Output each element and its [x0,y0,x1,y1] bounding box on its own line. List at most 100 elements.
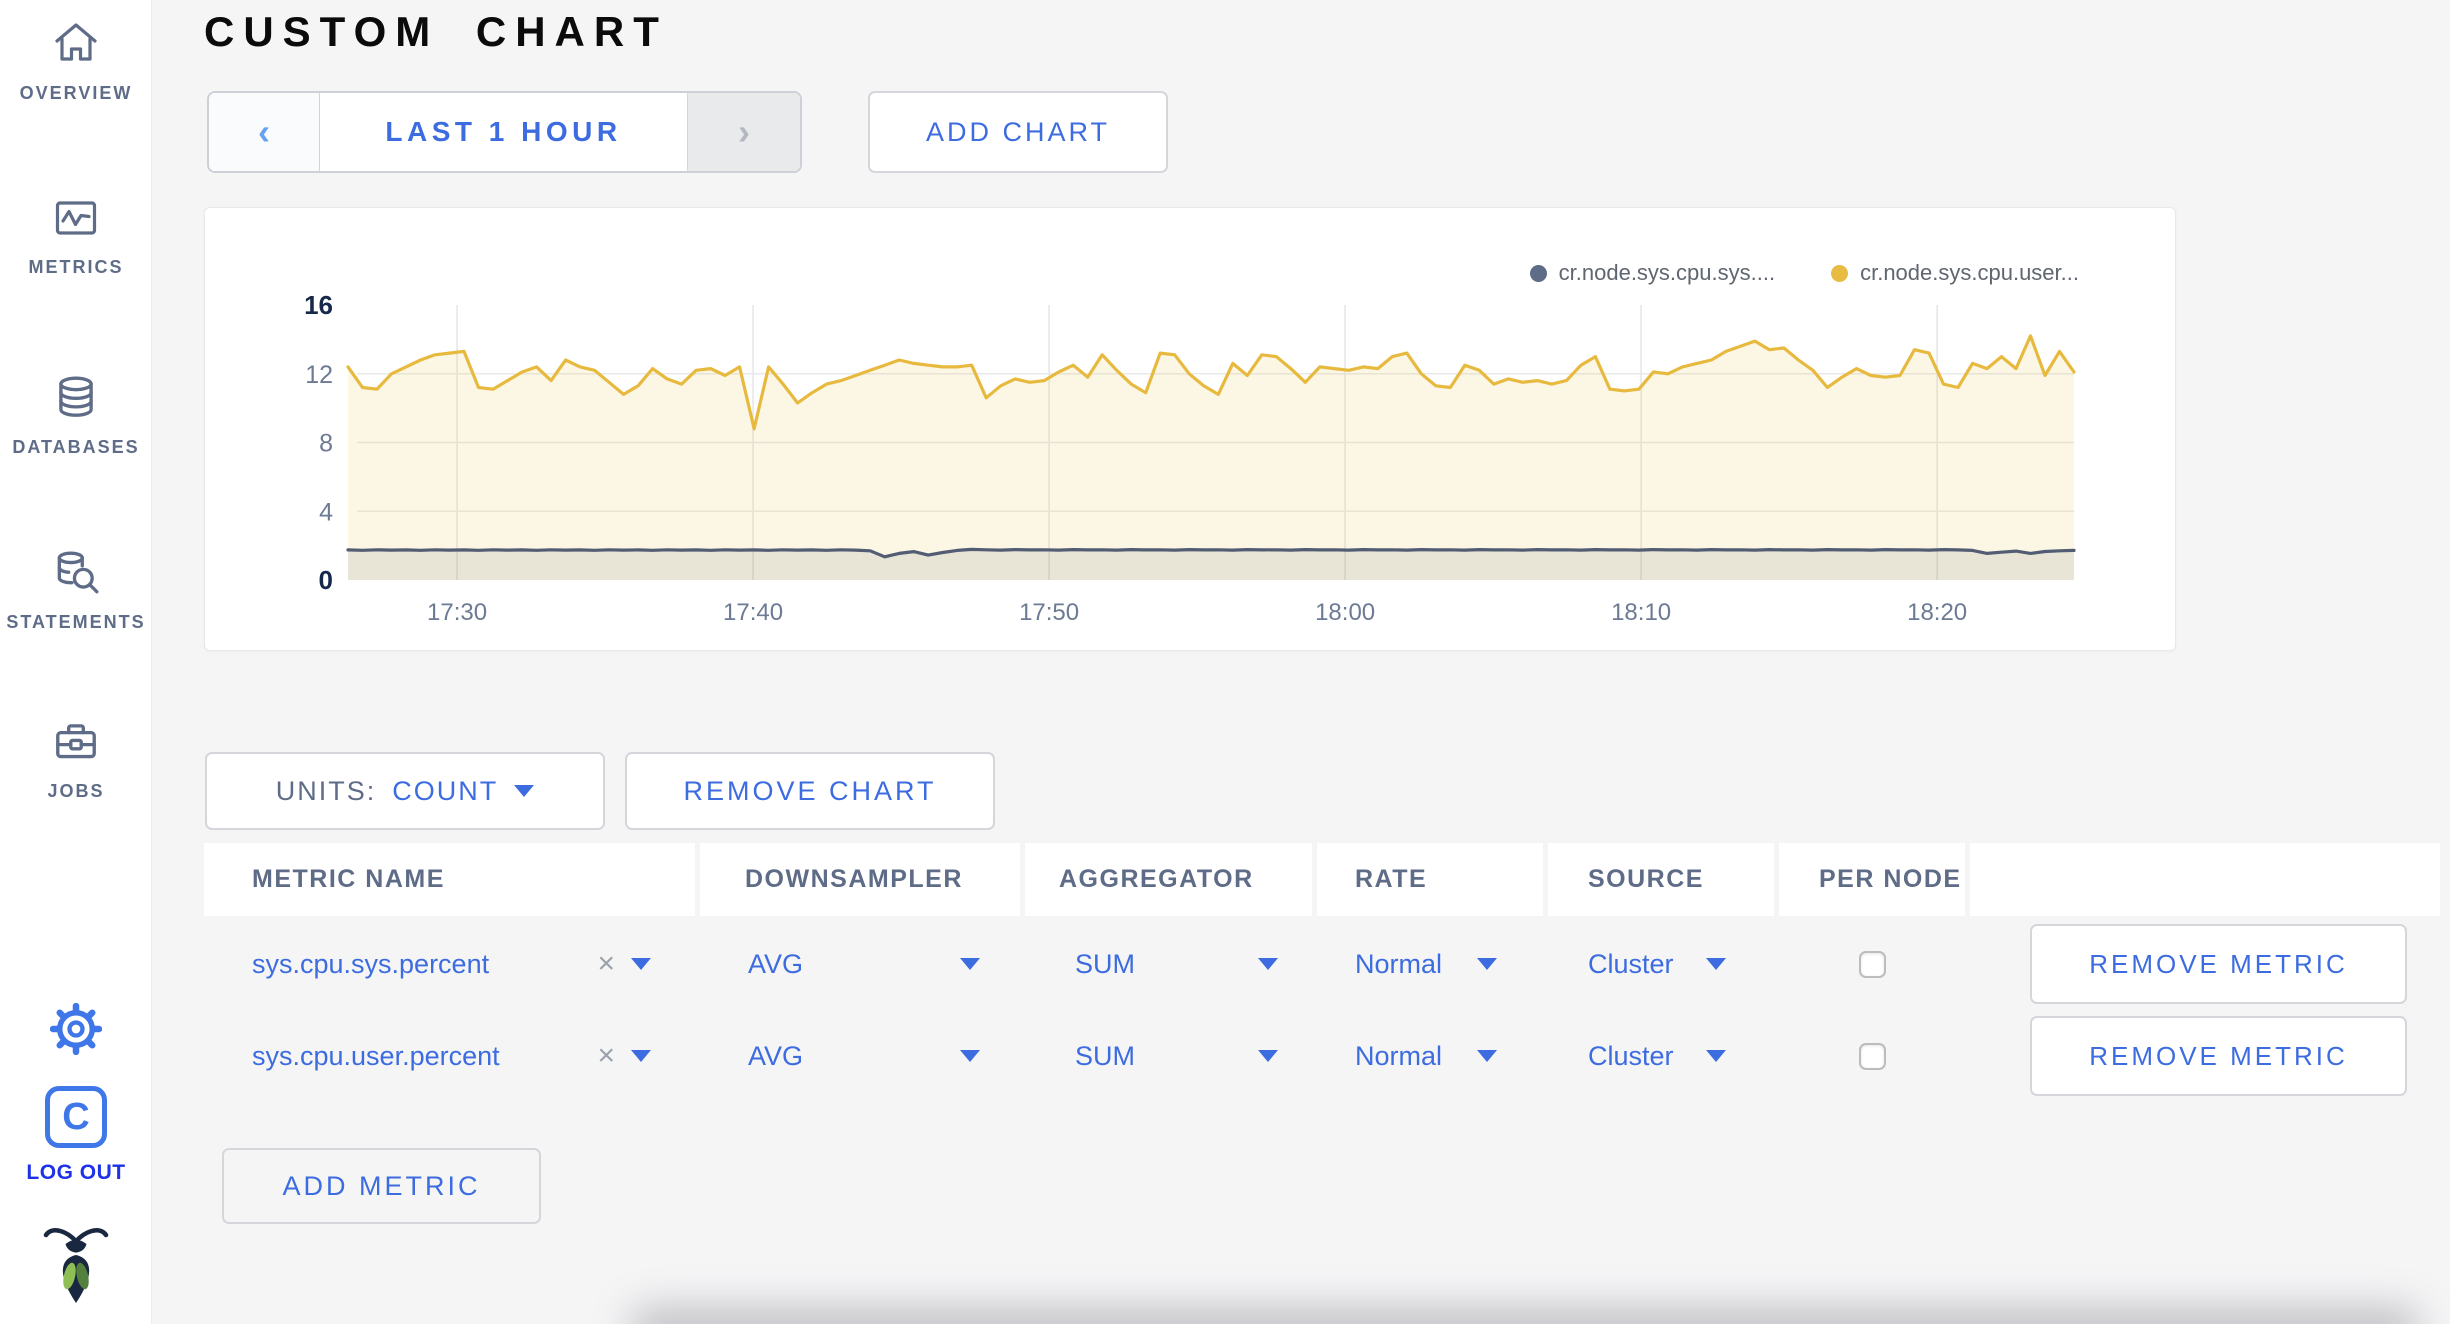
downsampler-dropdown[interactable]: AVG [700,1012,1020,1100]
header-metric-name: METRIC NAME [204,843,695,916]
add-chart-button[interactable]: ADD CHART [868,91,1168,173]
svg-text:8: 8 [319,430,333,458]
chevron-down-icon [514,785,535,797]
source-value: Cluster [1588,1040,1674,1071]
sidebar-item-databases[interactable]: DATABASES [0,372,152,458]
metrics-chart-icon [51,192,101,244]
sidebar-item-jobs[interactable]: JOBS [0,716,152,802]
rate-dropdown[interactable]: Normal [1317,920,1543,1008]
actions-cell: REMOVE METRIC [1970,920,2440,1008]
svg-text:18:20: 18:20 [1907,599,1967,626]
cockroach-c-logo-icon: C [45,1086,107,1148]
statements-search-icon [51,547,101,599]
svg-text:18:10: 18:10 [1611,599,1671,626]
chevron-down-icon[interactable] [631,1050,651,1062]
aggregator-dropdown[interactable]: SUM [1025,1012,1312,1100]
cockroachdb-bug-logo [0,1222,152,1306]
legend-dot-sys-icon [1529,264,1547,282]
remove-metric-button[interactable]: REMOVE METRIC [2030,924,2407,1004]
sidebar-item-label: DATABASES [12,437,140,457]
cpu-chart-svg: 17:30 17:40 17:50 18:00 18:10 18:20 0 4 8 12 16 [304,290,2076,626]
add-metric-button[interactable]: ADD METRIC [222,1148,541,1224]
per-node-cell [1779,920,1965,1008]
legend-item-user[interactable]: cr.node.sys.cpu.user... [1831,260,2079,286]
legend-item-sys[interactable]: cr.node.sys.cpu.sys.... [1529,260,1776,286]
time-range-selector: ‹ LAST 1 HOUR › [207,91,802,173]
rate-value: Normal [1355,1040,1443,1071]
clear-metric-icon[interactable]: × [597,947,615,980]
chart-controls: UNITS: COUNT REMOVE CHART [205,752,995,830]
legend-label-sys: cr.node.sys.cpu.sys.... [1558,260,1776,285]
home-icon [51,18,101,70]
svg-text:18:00: 18:00 [1315,599,1375,626]
units-value: COUNT [392,775,499,806]
settings-gear-icon[interactable] [0,1003,152,1055]
header-rate: RATE [1317,843,1543,916]
time-range-next-button[interactable]: › [687,93,800,171]
remove-chart-button[interactable]: REMOVE CHART [625,752,995,830]
per-node-checkbox[interactable] [1858,950,1886,978]
chart-card: 17:30 17:40 17:50 18:00 18:10 18:20 0 4 8 12 16 cr… [204,207,2176,651]
page-title: CUSTOM CHART [204,8,668,55]
svg-text:17:50: 17:50 [1019,599,1079,626]
aggregator-value: SUM [1075,948,1135,979]
metric-name-value[interactable]: sys.cpu.sys.percent [252,948,490,979]
sidebar-item-label: OVERVIEW [19,83,133,103]
chevron-down-icon [1706,958,1726,970]
source-dropdown[interactable]: Cluster [1548,920,1774,1008]
sidebar-item-logout[interactable]: C LOG OUT [0,1086,152,1185]
units-dropdown[interactable]: UNITS: COUNT [205,752,605,830]
svg-text:17:40: 17:40 [723,599,783,626]
header-source: SOURCE [1548,843,1774,916]
header-downsampler: DOWNSAMPLER [700,843,1020,916]
svg-text:0: 0 [319,565,333,595]
downsampler-dropdown[interactable]: AVG [700,920,1020,1008]
main-content: CUSTOM CHART ‹ LAST 1 HOUR › ADD CHART 1… [152,0,2450,1324]
sidebar-item-overview[interactable]: OVERVIEW [0,18,152,104]
logout-label: LOG OUT [26,1161,126,1184]
remove-metric-button[interactable]: REMOVE METRIC [2030,1016,2407,1096]
metric-name-value[interactable]: sys.cpu.user.percent [252,1040,500,1071]
rate-dropdown[interactable]: Normal [1317,1012,1543,1100]
metric-name-cell: sys.cpu.user.percent × [204,1012,695,1100]
per-node-cell [1779,1012,1965,1100]
toolbar: ‹ LAST 1 HOUR › ADD CHART [207,91,1168,173]
chevron-down-icon[interactable] [631,958,651,970]
svg-text:12: 12 [305,361,333,389]
briefcase-icon [51,716,101,768]
chevron-down-icon [1477,1050,1497,1062]
aggregator-dropdown[interactable]: SUM [1025,920,1312,1008]
chevron-down-icon [1706,1050,1726,1062]
chevron-right-icon: › [738,111,750,152]
per-node-checkbox[interactable] [1858,1042,1886,1070]
downsampler-value: AVG [748,1040,804,1071]
actions-cell: REMOVE METRIC [1970,1012,2440,1100]
sidebar-item-label: JOBS [47,781,105,801]
header-aggregator: AGGREGATOR [1025,843,1312,916]
units-label: UNITS: [275,775,377,806]
database-icon [51,372,101,424]
time-range-value-button[interactable]: LAST 1 HOUR [320,93,687,171]
source-value: Cluster [1588,948,1674,979]
chevron-down-icon [960,958,980,970]
chevron-down-icon [960,1050,980,1062]
header-per-node: PER NODE [1779,843,1965,916]
logo-monogram: C [62,1095,90,1138]
svg-text:16: 16 [304,290,333,320]
aggregator-value: SUM [1075,1040,1135,1071]
sidebar-item-statements[interactable]: STATEMENTS [0,547,152,633]
time-range-prev-button[interactable]: ‹ [209,93,320,171]
legend-label-user: cr.node.sys.cpu.user... [1860,260,2079,285]
sidebar-item-metrics[interactable]: METRICS [0,192,152,278]
clear-metric-icon[interactable]: × [597,1039,615,1072]
sidebar: OVERVIEW METRICS DATABASES [0,0,152,1324]
chart-legend: cr.node.sys.cpu.sys.... cr.node.sys.cpu.… [1529,260,2079,286]
metric-row: sys.cpu.sys.percent × AVG SUM Normal [204,920,2440,1008]
metrics-table: METRIC NAME DOWNSAMPLER AGGREGATOR RATE … [204,843,2440,1104]
metric-row: sys.cpu.user.percent × AVG SUM Normal [204,1012,2440,1100]
downsampler-value: AVG [748,948,804,979]
sidebar-item-label: METRICS [28,257,124,277]
source-dropdown[interactable]: Cluster [1548,1012,1774,1100]
rate-value: Normal [1355,948,1443,979]
